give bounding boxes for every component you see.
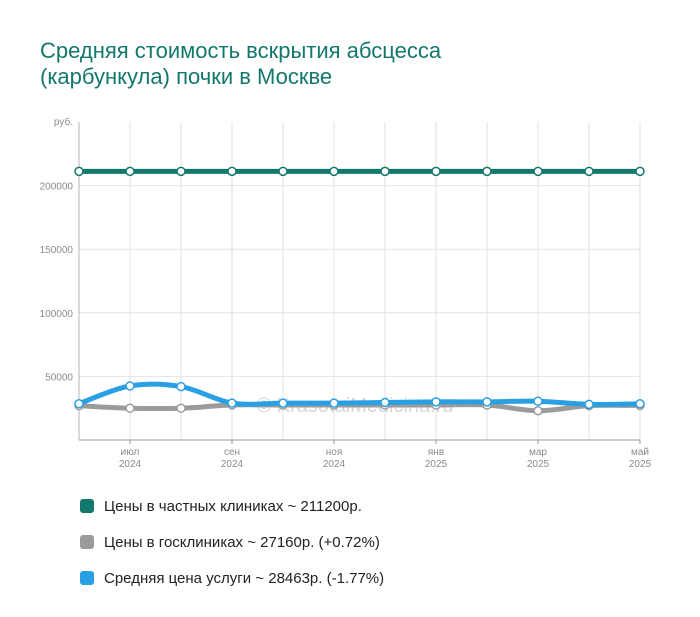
- data-point: [380, 397, 390, 408]
- data-point: [74, 398, 84, 409]
- y-tick-label: 50000: [45, 372, 73, 383]
- data-point: [635, 166, 645, 177]
- x-tick-label-month: июл: [121, 447, 140, 458]
- data-point: [533, 405, 543, 416]
- legend-swatch: [80, 535, 94, 549]
- legend-item-average[interactable]: Средняя цена услуги ~ 28463р. (-1.77%): [80, 560, 384, 596]
- x-tick-label-month: янв: [428, 447, 444, 458]
- data-point: [533, 166, 543, 177]
- data-point: [227, 398, 237, 408]
- legend-item-public[interactable]: Цены в госклиниках ~ 27160р. (+0.72%): [80, 524, 384, 560]
- data-point: [329, 398, 339, 408]
- data-point: [125, 166, 135, 177]
- data-point: [533, 396, 543, 406]
- data-point: [176, 381, 186, 392]
- legend-swatch: [80, 571, 94, 585]
- data-point: [227, 166, 237, 177]
- legend-label: Цены в частных клиниках ~ 211200р.: [104, 497, 362, 515]
- data-point: [584, 166, 594, 177]
- x-tick-label-month: сен: [224, 447, 240, 458]
- line-chart: 50000100000150000200000руб.июл2024сен202…: [40, 116, 652, 470]
- x-tick-label-year: 2025: [629, 459, 652, 470]
- data-point: [584, 399, 594, 410]
- data-point: [380, 166, 390, 177]
- x-tick-label-year: 2024: [323, 459, 346, 470]
- chart-title: Средняя стоимость вскрытия абсцесса (кар…: [40, 38, 640, 90]
- legend-label: Средняя цена услуги ~ 28463р. (-1.77%): [104, 569, 385, 587]
- x-tick-label-year: 2025: [425, 459, 448, 470]
- x-tick-label-month: мар: [529, 447, 547, 458]
- data-point: [278, 166, 288, 177]
- y-axis-label: руб.: [54, 116, 73, 128]
- y-tick-label: 150000: [40, 245, 74, 256]
- legend-label: Цены в госклиниках ~ 27160р. (+0.72%): [104, 533, 380, 551]
- x-tick-label-year: 2024: [221, 459, 244, 470]
- x-tick-label-year: 2025: [527, 459, 550, 470]
- y-tick-label: 100000: [40, 309, 74, 320]
- data-point: [635, 399, 645, 409]
- legend-item-private[interactable]: Цены в частных клиниках ~ 211200р.: [80, 488, 384, 524]
- x-tick-label-month: ноя: [326, 447, 343, 458]
- x-tick-label-year: 2024: [119, 459, 142, 470]
- legend-swatch: [80, 499, 94, 513]
- data-point: [176, 166, 186, 177]
- data-point: [482, 397, 492, 407]
- series-lines: [74, 166, 645, 416]
- axes: 50000100000150000200000руб.июл2024сен202…: [40, 116, 652, 470]
- data-point: [125, 403, 135, 413]
- data-point: [278, 398, 288, 408]
- legend: Цены в частных клиниках ~ 211200р. Цены …: [80, 488, 384, 596]
- chart-title-line1: Средняя стоимость вскрытия абсцесса: [40, 38, 442, 63]
- data-point: [482, 166, 492, 177]
- data-point: [125, 381, 135, 391]
- data-point: [431, 397, 441, 407]
- chart-title-line2: (карбункула) почки в Москве: [40, 64, 333, 89]
- data-point: [176, 403, 186, 413]
- data-point: [74, 166, 84, 177]
- x-tick-label-month: май: [631, 447, 649, 458]
- data-point: [329, 166, 339, 177]
- data-point: [431, 166, 441, 177]
- y-tick-label: 200000: [40, 182, 74, 193]
